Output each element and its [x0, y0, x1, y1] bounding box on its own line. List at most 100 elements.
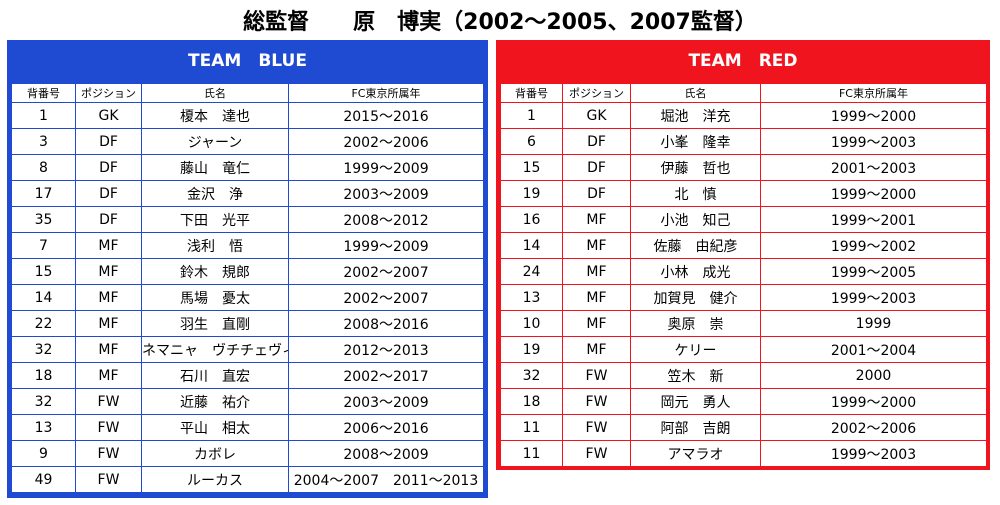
- table-cell: 1999～2002: [760, 232, 987, 259]
- table-row: 24 MF 小林 成光 1999～2005: [500, 258, 987, 285]
- table-row: 8 DF 藤山 竜仁 1999～2009: [11, 154, 484, 181]
- table-cell: 近藤 祐介: [141, 388, 289, 415]
- table-cell: FW: [75, 466, 142, 493]
- header-cell: ポジション: [75, 83, 142, 103]
- table-cell: MF: [562, 336, 631, 363]
- table-cell: ケリー: [630, 336, 761, 363]
- table-cell: 小峯 隆幸: [630, 128, 761, 155]
- table-row: 16 MF 小池 知己 1999～2001: [500, 206, 987, 233]
- table-cell: FW: [75, 414, 142, 441]
- table-cell: MF: [75, 258, 142, 285]
- table-row: 19 DF 北 慎 1999～2000: [500, 180, 987, 207]
- table-row: 14 MF 佐藤 由紀彦 1999～2002: [500, 232, 987, 259]
- table-row: 7 MF 浅利 悟 1999～2009: [11, 232, 484, 259]
- table-cell: 13: [500, 284, 563, 311]
- table-cell: 2001～2003: [760, 154, 987, 181]
- table-cell: 小林 成光: [630, 258, 761, 285]
- roster-table: 背番号 ポジション 氏名 FC東京所属年 1 GK 榎本 達也 2015～2016 3 DF ジャー…: [11, 83, 484, 493]
- table-cell: MF: [75, 284, 142, 311]
- table-cell: 18: [500, 388, 563, 415]
- header-row: 背番号 ポジション 氏名 FC東京所属年: [11, 83, 484, 103]
- table-cell: 1999～2005: [760, 258, 987, 285]
- table-cell: 2012～2013: [288, 336, 484, 363]
- team-title: TEAM RED: [688, 51, 798, 71]
- team-title: TEAM BLUE: [188, 51, 307, 71]
- team-panel: TEAM RED 背番号 ポジション 氏名 FC東京所属年 1 GK 堀池 洋充 1999～20…: [496, 40, 990, 470]
- table-row: 3 DF ジャーン 2002～2006: [11, 128, 484, 155]
- table-row: 14 MF 馬場 憂太 2002～2007: [11, 284, 484, 311]
- table-cell: 14: [500, 232, 563, 259]
- table-cell: MF: [562, 310, 631, 337]
- table-cell: 羽生 直剛: [141, 310, 289, 337]
- table-row: 22 MF 羽生 直剛 2008～2016: [11, 310, 484, 337]
- table-cell: 15: [11, 258, 76, 285]
- table-row: 49 FW ルーカス 2004～2007 2011～2013: [11, 466, 484, 493]
- table-cell: 北 慎: [630, 180, 761, 207]
- table-cell: 3: [11, 128, 76, 155]
- table-row: 15 MF 鈴木 規郎 2002～2007: [11, 258, 484, 285]
- table-cell: 伊藤 哲也: [630, 154, 761, 181]
- table-cell: 16: [500, 206, 563, 233]
- table-cell: 1999～2000: [760, 388, 987, 415]
- table-cell: FW: [562, 362, 631, 389]
- table-cell: 2006～2016: [288, 414, 484, 441]
- table-row: 32 FW 近藤 祐介 2003～2009: [11, 388, 484, 415]
- table-cell: FW: [562, 388, 631, 415]
- table-cell: 2001～2004: [760, 336, 987, 363]
- table-cell: 10: [500, 310, 563, 337]
- table-cell: 1: [11, 102, 76, 129]
- header-cell: ポジション: [562, 83, 631, 103]
- table-cell: 2002～2007: [288, 284, 484, 311]
- table-cell: 榎本 達也: [141, 102, 289, 129]
- table-cell: 8: [11, 154, 76, 181]
- table-cell: 24: [500, 258, 563, 285]
- table-cell: 13: [11, 414, 76, 441]
- table-cell: 鈴木 規郎: [141, 258, 289, 285]
- table-cell: MF: [75, 362, 142, 389]
- table-cell: 9: [11, 440, 76, 467]
- table-cell: 岡元 勇人: [630, 388, 761, 415]
- table-cell: FW: [75, 440, 142, 467]
- table-row: 1 GK 榎本 達也 2015～2016: [11, 102, 484, 129]
- table-cell: 馬場 憂太: [141, 284, 289, 311]
- header-cell: 氏名: [630, 83, 761, 103]
- table-cell: 奥原 崇: [630, 310, 761, 337]
- table-cell: カボレ: [141, 440, 289, 467]
- table-cell: 1999～2009: [288, 154, 484, 181]
- table-cell: DF: [75, 128, 142, 155]
- table-row: 1 GK 堀池 洋充 1999～2000: [500, 102, 987, 129]
- table-cell: 32: [500, 362, 563, 389]
- table-cell: MF: [562, 206, 631, 233]
- table-cell: 1: [500, 102, 563, 129]
- table-cell: 浅利 悟: [141, 232, 289, 259]
- table-row: 18 FW 岡元 勇人 1999～2000: [500, 388, 987, 415]
- table-cell: 15: [500, 154, 563, 181]
- table-cell: 32: [11, 388, 76, 415]
- table-row: 15 DF 伊藤 哲也 2001～2003: [500, 154, 987, 181]
- table-cell: GK: [562, 102, 631, 129]
- table-cell: 1999～2009: [288, 232, 484, 259]
- table-cell: 19: [500, 180, 563, 207]
- table-cell: FW: [562, 440, 631, 467]
- table-row: 10 MF 奥原 崇 1999: [500, 310, 987, 337]
- table-cell: 加賀見 健介: [630, 284, 761, 311]
- table-row: 6 DF 小峯 隆幸 1999～2003: [500, 128, 987, 155]
- table-cell: ネマニャ ヴチチェヴィッチ: [141, 336, 289, 363]
- table-cell: 1999～2000: [760, 102, 987, 129]
- table-cell: 1999～2000: [760, 180, 987, 207]
- header-cell: FC東京所属年: [288, 83, 484, 103]
- table-cell: 14: [11, 284, 76, 311]
- table-cell: 2002～2007: [288, 258, 484, 285]
- table-cell: 2002～2006: [288, 128, 484, 155]
- table-cell: 2008～2009: [288, 440, 484, 467]
- table-cell: 2000: [760, 362, 987, 389]
- table-cell: DF: [562, 180, 631, 207]
- table-cell: 金沢 浄: [141, 180, 289, 207]
- table-cell: 11: [500, 414, 563, 441]
- table-row: 11 FW アマラオ 1999～2003: [500, 440, 987, 467]
- table-cell: 佐藤 由紀彦: [630, 232, 761, 259]
- table-cell: DF: [562, 154, 631, 181]
- table-row: 18 MF 石川 直宏 2002～2017: [11, 362, 484, 389]
- table-cell: 1999: [760, 310, 987, 337]
